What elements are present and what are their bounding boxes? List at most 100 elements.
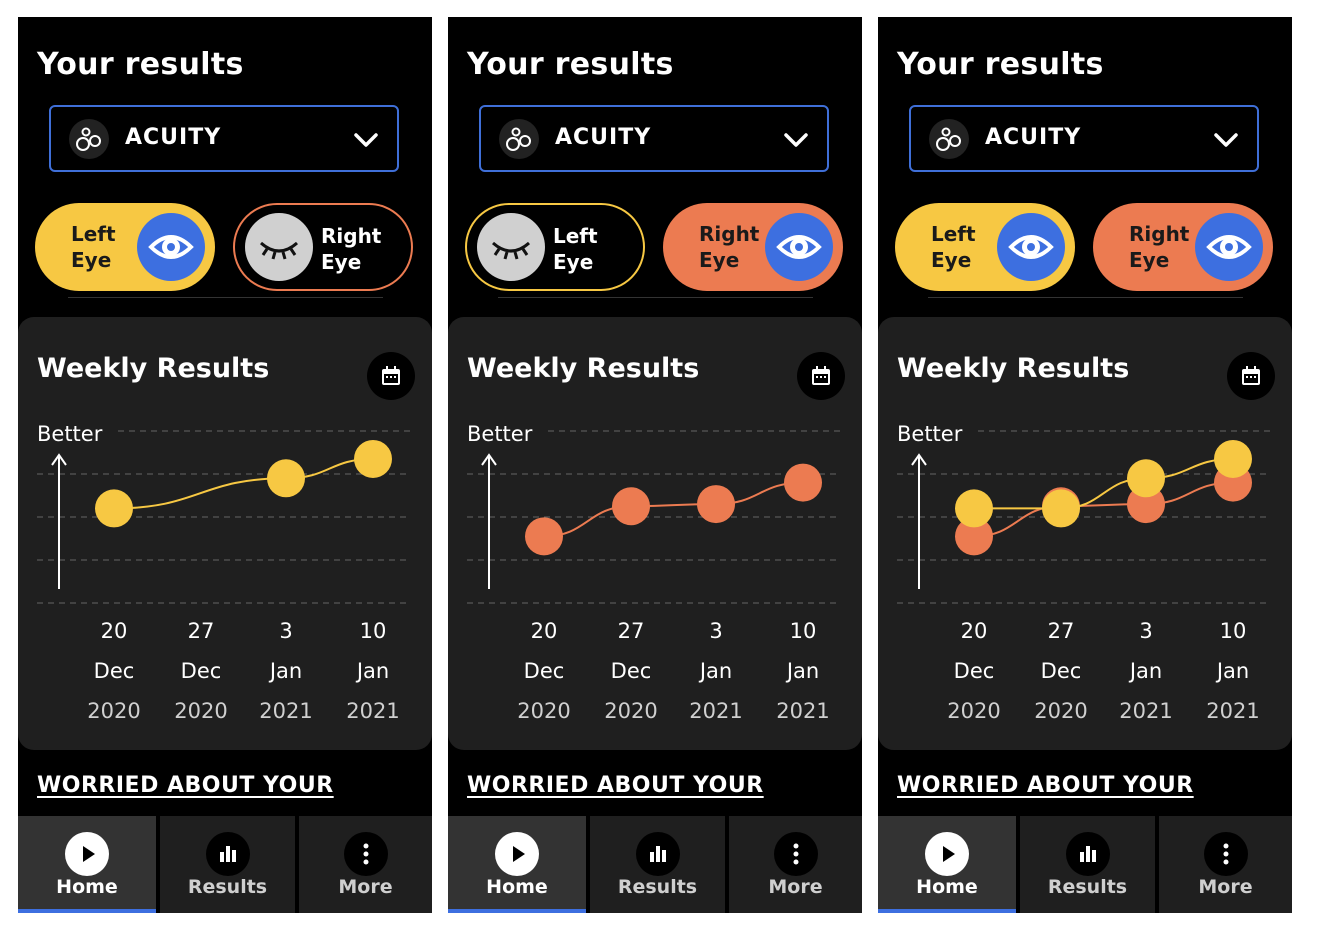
axis-label-better: Better xyxy=(37,422,103,446)
tab-home[interactable]: Home xyxy=(878,816,1016,913)
eye-closed-icon xyxy=(477,213,545,281)
divider xyxy=(498,297,813,298)
x-tick-label: 20 Dec 2020 xyxy=(87,619,141,723)
tab-label: Home xyxy=(56,876,118,898)
calendar-button[interactable] xyxy=(367,352,415,400)
x-tick-label: 20 Dec 2020 xyxy=(517,619,571,723)
tab-label: Results xyxy=(187,876,268,898)
tab-label: Home xyxy=(916,876,978,898)
weekly-results-card: Weekly Results Better 20 Dec 2020 27 Dec… xyxy=(448,317,862,750)
calendar-button[interactable] xyxy=(1227,352,1275,400)
tab-label: Results xyxy=(617,876,698,898)
better-arrow xyxy=(481,453,497,589)
x-tick-label: 10 Jan 2021 xyxy=(776,619,830,723)
dropdown-label: ACUITY xyxy=(555,125,652,150)
left-eye-toggle[interactable]: Left Eye xyxy=(465,203,645,291)
chevron-down-icon xyxy=(783,127,809,157)
circles-icon xyxy=(69,119,109,159)
tab-results[interactable]: Results xyxy=(590,816,725,913)
calendar-button[interactable] xyxy=(797,352,845,400)
eye-closed-icon xyxy=(245,213,313,281)
worried-link[interactable]: WORRIED ABOUT YOUR xyxy=(37,773,334,798)
data-point xyxy=(354,439,392,478)
x-tick-label: 20 Dec 2020 xyxy=(947,619,1001,723)
series-line xyxy=(113,457,374,510)
more-vertical-icon xyxy=(343,832,388,876)
axis-label-better: Better xyxy=(467,422,533,446)
page-title: Your results xyxy=(897,47,1104,82)
left-eye-label: Left Eye xyxy=(71,222,116,272)
right-eye-label: Right Eye xyxy=(699,222,760,272)
active-tab-indicator xyxy=(18,909,156,913)
data-point xyxy=(955,489,993,528)
tab-label: Results xyxy=(1047,876,1128,898)
eye-icon xyxy=(997,213,1065,281)
right-eye-toggle[interactable]: Right Eye xyxy=(1093,203,1273,291)
data-point xyxy=(784,463,822,502)
tab-home[interactable]: Home xyxy=(18,816,156,913)
tab-results[interactable]: Results xyxy=(1020,816,1155,913)
calendar-icon xyxy=(1242,366,1260,385)
data-point xyxy=(955,517,993,556)
circles-icon xyxy=(499,119,539,159)
x-tick-label: 3 Jan 2021 xyxy=(689,619,743,723)
right-eye-label: Right Eye xyxy=(321,224,382,274)
left-eye-label: Left Eye xyxy=(553,224,598,274)
play-icon xyxy=(925,832,969,876)
divider xyxy=(68,297,383,298)
tab-more[interactable]: More xyxy=(299,816,432,913)
calendar-icon xyxy=(382,366,400,385)
data-point xyxy=(525,517,563,556)
data-point xyxy=(267,459,305,498)
weekly-results-card: Weekly Results Better 20 Dec 2020 27 Dec… xyxy=(18,317,432,750)
series-line xyxy=(974,457,1234,510)
series-line xyxy=(973,481,1234,538)
data-point xyxy=(697,485,735,524)
data-point xyxy=(95,489,133,528)
test-type-dropdown[interactable]: ACUITY xyxy=(909,105,1259,172)
worried-link[interactable]: WORRIED ABOUT YOUR xyxy=(467,773,764,798)
weekly-results-chart xyxy=(897,430,1270,604)
x-tick-label: 3 Jan 2021 xyxy=(1119,619,1173,723)
results-screen: Your results ACUITY Left Eye xyxy=(448,17,862,913)
chevron-down-icon xyxy=(353,127,379,157)
left-eye-toggle[interactable]: Left Eye xyxy=(895,203,1075,291)
data-point xyxy=(1042,489,1080,528)
tab-more[interactable]: More xyxy=(1159,816,1292,913)
dropdown-label: ACUITY xyxy=(985,125,1082,150)
tab-label: Home xyxy=(486,876,548,898)
bottom-tab-bar: Home Results More xyxy=(18,816,432,913)
weekly-results-chart xyxy=(467,430,840,604)
better-arrow xyxy=(51,453,67,589)
play-icon xyxy=(495,832,539,876)
bottom-tab-bar: Home Results More xyxy=(448,816,862,913)
x-tick-label: 10 Jan 2021 xyxy=(1206,619,1260,723)
x-tick-label: 27 Dec 2020 xyxy=(604,619,658,723)
active-tab-indicator xyxy=(878,909,1016,913)
tab-label: More xyxy=(338,876,393,898)
active-tab-indicator xyxy=(448,909,586,913)
test-type-dropdown[interactable]: ACUITY xyxy=(49,105,399,172)
bar-chart-icon xyxy=(205,832,250,876)
tab-results[interactable]: Results xyxy=(160,816,295,913)
left-eye-toggle[interactable]: Left Eye xyxy=(35,203,215,291)
divider xyxy=(928,297,1243,298)
right-eye-toggle[interactable]: Right Eye xyxy=(233,203,413,291)
right-eye-toggle[interactable]: Right Eye xyxy=(663,203,843,291)
page-title: Your results xyxy=(467,47,674,82)
worried-link[interactable]: WORRIED ABOUT YOUR xyxy=(897,773,1194,798)
bottom-tab-bar: Home Results More xyxy=(878,816,1292,913)
dropdown-label: ACUITY xyxy=(125,125,222,150)
test-type-dropdown[interactable]: ACUITY xyxy=(479,105,829,172)
results-screen: Your results ACUITY Left Eye xyxy=(18,17,432,913)
chevron-down-icon xyxy=(1213,127,1239,157)
calendar-icon xyxy=(812,366,830,385)
right-eye-label: Right Eye xyxy=(1129,222,1190,272)
data-point xyxy=(1127,459,1165,498)
card-title: Weekly Results xyxy=(467,353,700,384)
tab-more[interactable]: More xyxy=(729,816,862,913)
tab-home[interactable]: Home xyxy=(448,816,586,913)
eye-icon xyxy=(765,213,833,281)
left-eye-label: Left Eye xyxy=(931,222,976,272)
page-title: Your results xyxy=(37,47,244,82)
